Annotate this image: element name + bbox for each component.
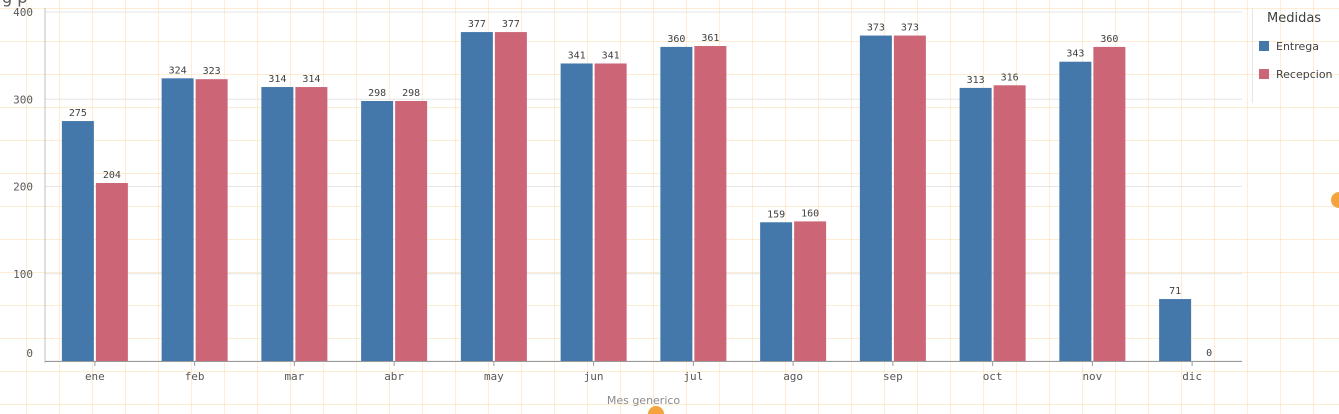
data-label-recepcion-abr: 298	[402, 88, 420, 99]
x-tick-label-oct: oct	[983, 370, 1003, 383]
x-axis: ene feb mar abr may jun jul ago sep oct nov dic	[45, 361, 1242, 383]
legend-label-entrega: Entrega	[1276, 39, 1320, 53]
y-tick-label: 300	[13, 93, 33, 106]
bar-recepcion-mar[interactable]	[295, 87, 328, 361]
legend-item-entrega[interactable]: Entrega	[1259, 38, 1339, 54]
bar-entrega-dic[interactable]	[1159, 299, 1192, 361]
data-label-entrega-abr: 298	[368, 88, 386, 99]
bar-recepcion-abr[interactable]	[395, 100, 428, 362]
bar-entrega-jun[interactable]	[560, 63, 593, 361]
data-label-entrega-oct: 313	[967, 75, 985, 86]
data-label-recepcion-ene: 204	[103, 170, 121, 181]
data-label-entrega-feb: 324	[169, 65, 187, 76]
data-label-recepcion-oct: 316	[1001, 72, 1019, 83]
data-labels: 275 204 324 323 314 314 298 298 377 377 341 341 360 3…	[69, 19, 1212, 359]
bar-recepcion-sep[interactable]	[893, 35, 926, 362]
data-label-entrega-mar: 314	[268, 74, 286, 85]
bar-chart[interactable]: 0 100 200 300 400 275 204 324 323 314 314 298 298 37…	[0, 0, 1252, 414]
legend-swatch-entrega	[1259, 41, 1269, 51]
data-label-recepcion-mar: 314	[302, 74, 320, 85]
bar-recepcion-jun[interactable]	[594, 63, 627, 361]
x-tick-label-nov: nov	[1082, 370, 1102, 383]
bar-recepcion-nov[interactable]	[1093, 46, 1126, 362]
resize-handle-bottom[interactable]	[648, 406, 664, 414]
bar-recepcion-ago[interactable]	[794, 221, 827, 361]
legend-title: Medidas	[1267, 11, 1322, 26]
data-label-recepcion-jun: 341	[602, 50, 620, 61]
bars[interactable]	[61, 32, 1192, 362]
x-tick-label-jun: jun	[584, 370, 604, 383]
bar-recepcion-may[interactable]	[494, 32, 527, 361]
data-label-entrega-ene: 275	[69, 108, 87, 119]
x-axis-title: Mes generico	[607, 394, 681, 407]
bar-recepcion-ene[interactable]	[95, 183, 128, 361]
y-axis: 0 100 200 300 400	[13, 6, 46, 363]
x-tick-label-jul: jul	[683, 370, 703, 383]
x-tick-label-abr: abr	[384, 370, 404, 383]
bar-entrega-ene[interactable]	[61, 121, 94, 361]
data-label-recepcion-jul: 361	[701, 33, 719, 44]
bar-entrega-abr[interactable]	[361, 100, 394, 362]
x-tick-label-mar: mar	[284, 370, 304, 383]
data-label-recepcion-sep: 373	[901, 23, 919, 34]
bar-entrega-jul[interactable]	[660, 46, 693, 362]
data-label-entrega-jun: 341	[568, 50, 586, 61]
y-tick-label: 400	[13, 6, 33, 19]
data-label-entrega-jul: 360	[667, 34, 685, 45]
data-label-entrega-sep: 373	[867, 23, 885, 34]
data-label-recepcion-feb: 323	[203, 66, 221, 77]
bar-entrega-sep[interactable]	[859, 35, 892, 362]
y-tick-label: 100	[13, 268, 33, 281]
x-tick-label-ago: ago	[783, 370, 803, 383]
bar-entrega-feb[interactable]	[161, 78, 194, 361]
legend-label-recepcion: Recepcion	[1276, 67, 1333, 81]
x-tick-label-ene: ene	[85, 370, 105, 383]
legend-item-recepcion[interactable]: Recepcion	[1259, 66, 1339, 82]
legend-swatch-recepcion	[1259, 69, 1269, 79]
y-tick-label: 200	[13, 181, 33, 194]
legend[interactable]: Medidas Entrega Recepcion	[1252, 8, 1339, 103]
x-tick-label-dic: dic	[1182, 370, 1202, 383]
x-tick-label-feb: feb	[185, 370, 205, 383]
data-label-recepcion-nov: 360	[1100, 34, 1118, 45]
data-label-entrega-nov: 343	[1066, 49, 1084, 60]
bar-entrega-ago[interactable]	[760, 222, 793, 361]
data-label-recepcion-dic: 0	[1206, 348, 1212, 359]
x-tick-label-sep: sep	[883, 370, 903, 383]
x-tick-label-may: may	[484, 370, 504, 383]
data-label-recepcion-ago: 160	[801, 208, 819, 219]
bar-recepcion-oct[interactable]	[993, 85, 1026, 361]
bar-entrega-may[interactable]	[460, 32, 493, 361]
data-label-entrega-may: 377	[468, 19, 486, 30]
bar-recepcion-jul[interactable]	[694, 46, 727, 362]
data-label-entrega-dic: 71	[1169, 286, 1181, 297]
resize-handle-right[interactable]	[1331, 192, 1339, 208]
data-label-recepcion-may: 377	[502, 19, 520, 30]
data-label-entrega-ago: 159	[767, 209, 785, 220]
bar-recepcion-feb[interactable]	[195, 79, 228, 362]
bar-entrega-nov[interactable]	[1059, 61, 1092, 362]
chart-title-fragment: g p	[2, 0, 27, 7]
bar-entrega-mar[interactable]	[261, 87, 294, 361]
bar-entrega-oct[interactable]	[959, 87, 992, 361]
y-tick-label: 0	[26, 347, 33, 360]
